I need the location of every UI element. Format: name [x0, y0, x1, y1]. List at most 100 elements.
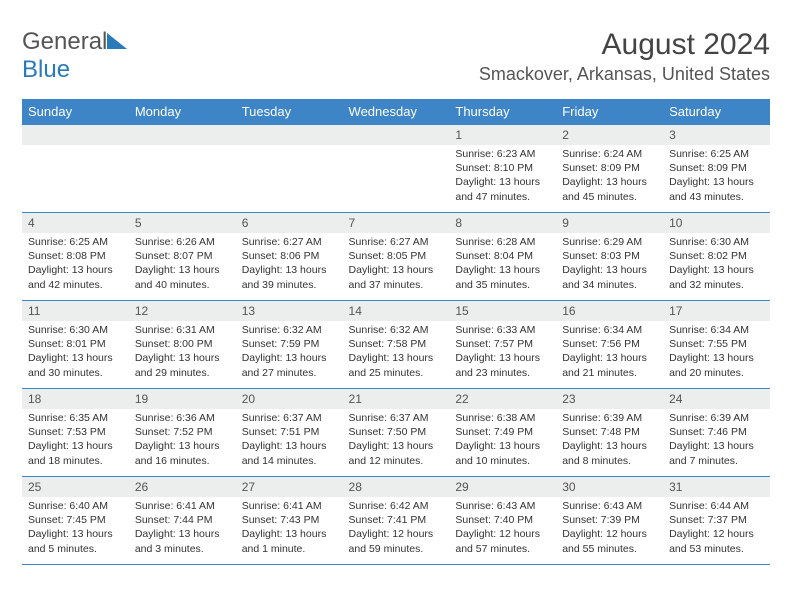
- calendar-day-cell: 15Sunrise: 6:33 AMSunset: 7:57 PMDayligh…: [449, 301, 556, 389]
- logo-text: General Blue: [22, 28, 127, 84]
- day-number: 2: [556, 125, 663, 145]
- sunrise-text: Sunrise: 6:34 AM: [562, 323, 657, 337]
- weekday-header: Sunday: [22, 99, 129, 125]
- day-number: 22: [449, 389, 556, 409]
- day-details: Sunrise: 6:43 AMSunset: 7:39 PMDaylight:…: [556, 497, 663, 560]
- calendar-day-cell: 30Sunrise: 6:43 AMSunset: 7:39 PMDayligh…: [556, 477, 663, 565]
- day-details: Sunrise: 6:43 AMSunset: 7:40 PMDaylight:…: [449, 497, 556, 560]
- daylight-text: Daylight: 13 hours and 30 minutes.: [28, 351, 123, 379]
- calendar-day-cell: 25Sunrise: 6:40 AMSunset: 7:45 PMDayligh…: [22, 477, 129, 565]
- sunrise-text: Sunrise: 6:29 AM: [562, 235, 657, 249]
- daylight-text: Daylight: 13 hours and 20 minutes.: [669, 351, 764, 379]
- calendar-day-cell: 11Sunrise: 6:30 AMSunset: 8:01 PMDayligh…: [22, 301, 129, 389]
- sunrise-text: Sunrise: 6:43 AM: [455, 499, 550, 513]
- sunset-text: Sunset: 7:55 PM: [669, 337, 764, 351]
- day-details: Sunrise: 6:36 AMSunset: 7:52 PMDaylight:…: [129, 409, 236, 472]
- calendar-day-cell: 13Sunrise: 6:32 AMSunset: 7:59 PMDayligh…: [236, 301, 343, 389]
- day-details: Sunrise: 6:31 AMSunset: 8:00 PMDaylight:…: [129, 321, 236, 384]
- sunrise-text: Sunrise: 6:44 AM: [669, 499, 764, 513]
- calendar-week-row: 25Sunrise: 6:40 AMSunset: 7:45 PMDayligh…: [22, 477, 770, 565]
- sunrise-text: Sunrise: 6:30 AM: [669, 235, 764, 249]
- day-details: Sunrise: 6:38 AMSunset: 7:49 PMDaylight:…: [449, 409, 556, 472]
- sunrise-text: Sunrise: 6:40 AM: [28, 499, 123, 513]
- weekday-header: Thursday: [449, 99, 556, 125]
- calendar-day-cell: 4Sunrise: 6:25 AMSunset: 8:08 PMDaylight…: [22, 213, 129, 301]
- sunset-text: Sunset: 7:48 PM: [562, 425, 657, 439]
- logo-sail-icon: [107, 33, 127, 49]
- sunset-text: Sunset: 7:44 PM: [135, 513, 230, 527]
- sunrise-text: Sunrise: 6:41 AM: [242, 499, 337, 513]
- day-number: 9: [556, 213, 663, 233]
- sunrise-text: Sunrise: 6:43 AM: [562, 499, 657, 513]
- sunset-text: Sunset: 7:40 PM: [455, 513, 550, 527]
- daylight-text: Daylight: 13 hours and 1 minute.: [242, 527, 337, 555]
- day-details: Sunrise: 6:32 AMSunset: 7:58 PMDaylight:…: [343, 321, 450, 384]
- calendar-day-cell: 8Sunrise: 6:28 AMSunset: 8:04 PMDaylight…: [449, 213, 556, 301]
- calendar-day-cell: 22Sunrise: 6:38 AMSunset: 7:49 PMDayligh…: [449, 389, 556, 477]
- sunset-text: Sunset: 7:53 PM: [28, 425, 123, 439]
- sunset-text: Sunset: 7:46 PM: [669, 425, 764, 439]
- weekday-header: Saturday: [663, 99, 770, 125]
- weekday-header: Tuesday: [236, 99, 343, 125]
- day-number: 6: [236, 213, 343, 233]
- sunset-text: Sunset: 8:10 PM: [455, 161, 550, 175]
- daylight-text: Daylight: 13 hours and 34 minutes.: [562, 263, 657, 291]
- sunset-text: Sunset: 7:52 PM: [135, 425, 230, 439]
- daylight-text: Daylight: 13 hours and 16 minutes.: [135, 439, 230, 467]
- day-details: Sunrise: 6:34 AMSunset: 7:56 PMDaylight:…: [556, 321, 663, 384]
- calendar-day-cell: 19Sunrise: 6:36 AMSunset: 7:52 PMDayligh…: [129, 389, 236, 477]
- daylight-text: Daylight: 13 hours and 21 minutes.: [562, 351, 657, 379]
- daylight-text: Daylight: 12 hours and 57 minutes.: [455, 527, 550, 555]
- calendar-day-cell: 31Sunrise: 6:44 AMSunset: 7:37 PMDayligh…: [663, 477, 770, 565]
- calendar-day-cell: 17Sunrise: 6:34 AMSunset: 7:55 PMDayligh…: [663, 301, 770, 389]
- page-header: General Blue August 2024 Smackover, Arka…: [22, 28, 770, 85]
- day-details: Sunrise: 6:44 AMSunset: 7:37 PMDaylight:…: [663, 497, 770, 560]
- daylight-text: Daylight: 13 hours and 35 minutes.: [455, 263, 550, 291]
- daylight-text: Daylight: 13 hours and 14 minutes.: [242, 439, 337, 467]
- sunrise-text: Sunrise: 6:32 AM: [242, 323, 337, 337]
- calendar-day-cell: [22, 125, 129, 213]
- sunset-text: Sunset: 7:56 PM: [562, 337, 657, 351]
- day-details: Sunrise: 6:24 AMSunset: 8:09 PMDaylight:…: [556, 145, 663, 208]
- sunset-text: Sunset: 7:57 PM: [455, 337, 550, 351]
- daylight-text: Daylight: 12 hours and 59 minutes.: [349, 527, 444, 555]
- logo: General Blue: [22, 28, 127, 84]
- calendar-week-row: 11Sunrise: 6:30 AMSunset: 8:01 PMDayligh…: [22, 301, 770, 389]
- daylight-text: Daylight: 13 hours and 25 minutes.: [349, 351, 444, 379]
- day-number: 18: [22, 389, 129, 409]
- sunrise-text: Sunrise: 6:24 AM: [562, 147, 657, 161]
- day-details: Sunrise: 6:39 AMSunset: 7:48 PMDaylight:…: [556, 409, 663, 472]
- calendar-table: SundayMondayTuesdayWednesdayThursdayFrid…: [22, 99, 770, 565]
- day-number: 20: [236, 389, 343, 409]
- day-details: Sunrise: 6:30 AMSunset: 8:02 PMDaylight:…: [663, 233, 770, 296]
- day-number: 5: [129, 213, 236, 233]
- sunset-text: Sunset: 7:50 PM: [349, 425, 444, 439]
- sunrise-text: Sunrise: 6:36 AM: [135, 411, 230, 425]
- day-number: 15: [449, 301, 556, 321]
- sunset-text: Sunset: 7:37 PM: [669, 513, 764, 527]
- daylight-text: Daylight: 13 hours and 40 minutes.: [135, 263, 230, 291]
- day-number: 21: [343, 389, 450, 409]
- calendar-day-cell: 10Sunrise: 6:30 AMSunset: 8:02 PMDayligh…: [663, 213, 770, 301]
- day-number: 29: [449, 477, 556, 497]
- sunset-text: Sunset: 8:00 PM: [135, 337, 230, 351]
- sunset-text: Sunset: 8:09 PM: [669, 161, 764, 175]
- sunset-text: Sunset: 8:06 PM: [242, 249, 337, 263]
- sunrise-text: Sunrise: 6:25 AM: [669, 147, 764, 161]
- day-details: Sunrise: 6:33 AMSunset: 7:57 PMDaylight:…: [449, 321, 556, 384]
- sunrise-text: Sunrise: 6:42 AM: [349, 499, 444, 513]
- day-number: 23: [556, 389, 663, 409]
- calendar-day-cell: 16Sunrise: 6:34 AMSunset: 7:56 PMDayligh…: [556, 301, 663, 389]
- daylight-text: Daylight: 13 hours and 32 minutes.: [669, 263, 764, 291]
- calendar-day-cell: 29Sunrise: 6:43 AMSunset: 7:40 PMDayligh…: [449, 477, 556, 565]
- day-details: Sunrise: 6:39 AMSunset: 7:46 PMDaylight:…: [663, 409, 770, 472]
- day-number: 8: [449, 213, 556, 233]
- sunrise-text: Sunrise: 6:26 AM: [135, 235, 230, 249]
- day-number: 26: [129, 477, 236, 497]
- sunrise-text: Sunrise: 6:30 AM: [28, 323, 123, 337]
- sunrise-text: Sunrise: 6:23 AM: [455, 147, 550, 161]
- calendar-day-cell: 18Sunrise: 6:35 AMSunset: 7:53 PMDayligh…: [22, 389, 129, 477]
- calendar-day-cell: 27Sunrise: 6:41 AMSunset: 7:43 PMDayligh…: [236, 477, 343, 565]
- sunset-text: Sunset: 8:05 PM: [349, 249, 444, 263]
- sunrise-text: Sunrise: 6:28 AM: [455, 235, 550, 249]
